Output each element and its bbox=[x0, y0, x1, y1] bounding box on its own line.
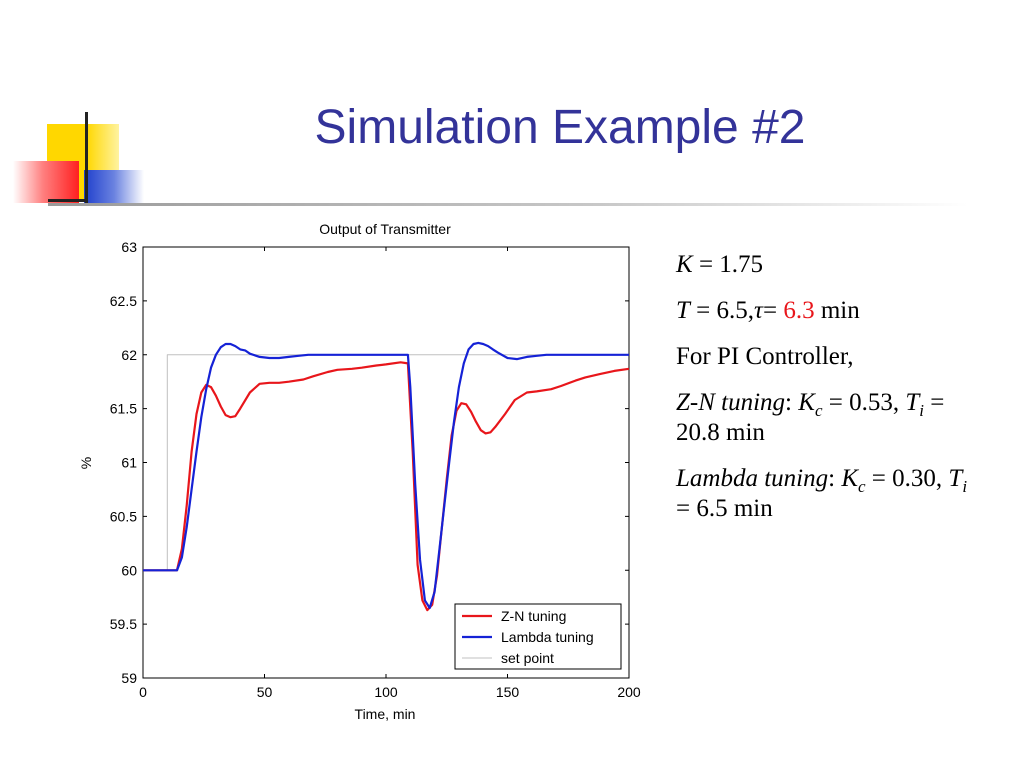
series-line-lambda-tuning bbox=[143, 341, 629, 610]
tau-value: 6.3 bbox=[783, 297, 815, 324]
chart-title: Output of Transmitter bbox=[319, 221, 451, 237]
x-axis-label: Time, min bbox=[355, 706, 416, 722]
zn-kc-subscript: c bbox=[814, 401, 823, 420]
zn-kc-value: = 0.53, bbox=[822, 389, 906, 416]
zn-ti-subscript: i bbox=[919, 401, 924, 420]
lambda-kc-subscript: c bbox=[858, 477, 866, 496]
lambda-ti-subscript: i bbox=[962, 477, 968, 496]
t-symbol: T bbox=[676, 297, 690, 324]
k-value: = 1.75 bbox=[692, 251, 764, 278]
zn-kc-symbol: K bbox=[798, 389, 815, 416]
y-tick-label: 60 bbox=[121, 562, 137, 578]
x-tick-label: 150 bbox=[496, 684, 520, 700]
lambda-ti-value: = 6.5 min bbox=[676, 495, 773, 522]
slide-title: Simulation Example #2 bbox=[314, 101, 806, 154]
zn-tuning-line: Z-N tuning: Kc = 0.53, Ti = 20.8 min bbox=[676, 388, 976, 448]
y-tick-label: 62.5 bbox=[110, 293, 137, 309]
lambda-colon: : bbox=[828, 465, 842, 492]
deco-vertical-line bbox=[85, 112, 88, 206]
zn-label: Z-N tuning bbox=[676, 389, 786, 416]
axis-ticks: 0 50 100 150 200 59 59.5 60 60.5 61 61.5 62 62.5 63 bbox=[110, 239, 641, 700]
y-tick-label: 62 bbox=[121, 347, 137, 363]
y-axis-label: % bbox=[78, 457, 94, 469]
lambda-ti-symbol: T bbox=[948, 465, 963, 492]
legend-label: Lambda tuning bbox=[501, 629, 594, 645]
tau-unit: min bbox=[814, 297, 860, 324]
lambda-kc-value: = 0.30, bbox=[865, 465, 949, 492]
y-tick-label: 59.5 bbox=[110, 616, 137, 632]
deco-blue-square bbox=[84, 170, 144, 204]
zn-colon: : bbox=[785, 389, 799, 416]
param-k: K = 1.75 bbox=[676, 250, 976, 280]
legend-label: set point bbox=[501, 650, 554, 666]
legend: Z-N tuning Lambda tuning set point bbox=[454, 603, 622, 670]
y-tick-label: 61 bbox=[121, 455, 137, 471]
title-underline bbox=[48, 203, 968, 206]
pi-controller-line: For PI Controller, bbox=[676, 343, 854, 370]
x-tick-label: 50 bbox=[257, 684, 273, 700]
lambda-kc-symbol: K bbox=[841, 465, 858, 492]
parameters-panel: K = 1.75 T = 6.5,τ= 6.3 min For PI Contr… bbox=[676, 250, 976, 540]
y-tick-label: 61.5 bbox=[110, 401, 137, 417]
tau-equals: = bbox=[762, 297, 784, 324]
y-tick-label: 63 bbox=[121, 239, 137, 255]
y-tick-label: 59 bbox=[121, 670, 137, 686]
y-tick-label: 60.5 bbox=[110, 508, 137, 524]
x-tick-label: 200 bbox=[617, 684, 641, 700]
k-symbol: K bbox=[676, 251, 693, 278]
zn-ti-value: = 20.8 min bbox=[676, 389, 945, 446]
legend-label: Z-N tuning bbox=[501, 608, 566, 624]
x-tick-label: 100 bbox=[374, 684, 398, 700]
series-lines bbox=[143, 341, 630, 612]
param-t-tau: T = 6.5,τ= 6.3 min bbox=[676, 296, 976, 326]
deco-horizontal-line bbox=[48, 199, 88, 202]
lambda-tuning-line: Lambda tuning: Kc = 0.30, Ti = 6.5 min bbox=[676, 464, 976, 524]
x-tick-label: 0 bbox=[139, 684, 147, 700]
deco-red-square bbox=[13, 161, 79, 203]
t-value: = 6.5, bbox=[689, 297, 755, 324]
tau-symbol: τ bbox=[754, 297, 763, 324]
zn-ti-symbol: T bbox=[905, 389, 920, 416]
lambda-label: Lambda tuning bbox=[676, 465, 829, 492]
